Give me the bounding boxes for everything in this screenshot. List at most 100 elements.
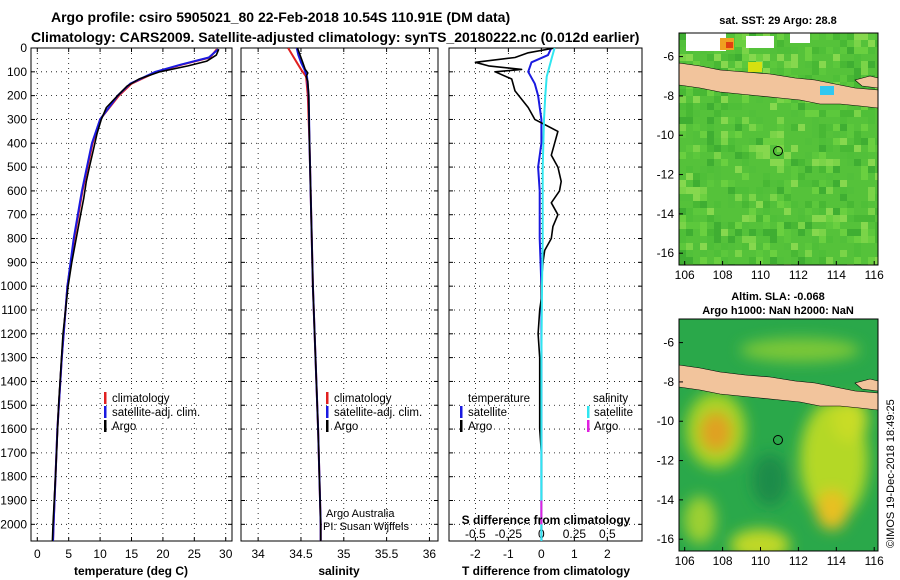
sst-pixel [805, 61, 812, 68]
sst-pixel [875, 166, 878, 173]
legend-title-temperature: temperature [468, 393, 530, 405]
sst-pixel [728, 131, 735, 138]
figure-title-line1: Argo profile: csiro 5905021_80 22-Feb-20… [51, 9, 510, 25]
sst-pixel [777, 117, 784, 124]
sst-pixel [819, 166, 826, 173]
sst-pixel [812, 236, 819, 243]
sst-pixel [707, 236, 714, 243]
sst-pixel [798, 229, 805, 236]
sst-pixel [700, 138, 707, 145]
sst-pixel [777, 124, 784, 131]
sst-pixel [742, 47, 749, 54]
salinity-x-tick-label: 35.5 [375, 547, 399, 561]
sst-pixel [833, 138, 840, 145]
sst-pixel [805, 166, 812, 173]
sst-pixel [693, 243, 700, 250]
legend-label-s-satellite: satellite [594, 407, 633, 419]
depth-tick-label: 1200 [0, 327, 27, 341]
sst-pixel [868, 40, 875, 47]
sst-pixel [728, 54, 735, 61]
sst-pixel [700, 257, 707, 264]
sst-pixel [700, 243, 707, 250]
sst-pixel [812, 131, 819, 138]
sst-pixel [763, 68, 770, 75]
sst-pixel [854, 75, 861, 82]
sst-pixel [826, 145, 833, 152]
sst-pixel [721, 117, 728, 124]
sst-pixel [868, 110, 875, 117]
sst-pixel [861, 166, 868, 173]
sst-pixel [700, 145, 707, 152]
sst-pixel [819, 131, 826, 138]
sst-pixel [833, 222, 840, 229]
sst-pixel [819, 152, 826, 159]
sst-pixel [735, 131, 742, 138]
sst-pixel [875, 173, 878, 180]
depth-tick-label: 1900 [0, 494, 27, 508]
sst-pixel [812, 250, 819, 257]
sst-pixel [840, 138, 847, 145]
sst-pixel [777, 222, 784, 229]
sst-pixel [707, 229, 714, 236]
map-lon-label: 116 [865, 554, 884, 568]
sst-pixel [763, 187, 770, 194]
sst-pixel [735, 222, 742, 229]
sst-pixel [735, 47, 742, 54]
sst-pixel [868, 47, 875, 54]
sst-pixel [707, 89, 714, 96]
sst-pixel [812, 180, 819, 187]
sst-pixel [819, 145, 826, 152]
sst-pixel [700, 250, 707, 257]
map-lon-label: 110 [751, 554, 770, 568]
difference-x2label: S difference from climatology [462, 513, 631, 527]
map-lat-label: -6 [663, 50, 674, 64]
sst-pixel [763, 201, 770, 208]
sst-pixel [756, 215, 763, 222]
difference-xlabel: T difference from climatology [462, 564, 630, 578]
sst-pixel [854, 250, 861, 257]
sst-pixel [693, 145, 700, 152]
sst-pixel [714, 89, 721, 96]
sst-pixel [756, 229, 763, 236]
sst-pixel [763, 222, 770, 229]
map-lon-label: 114 [827, 268, 846, 282]
depth-tick-label: 100 [7, 65, 27, 79]
sst-pixel [679, 215, 686, 222]
depth-tick-label: 200 [7, 89, 27, 103]
depth-tick-label: 800 [7, 232, 27, 246]
sst-pixel [707, 180, 714, 187]
temperature-x-tick-label: 5 [65, 547, 72, 561]
sst-pixel [854, 68, 861, 75]
sst-pixel [763, 61, 770, 68]
sst-pixel [742, 215, 749, 222]
sst-pixel [707, 208, 714, 215]
sst-pixel [861, 47, 868, 54]
depth-tick-label: 1000 [0, 279, 27, 293]
sst-pixel [700, 166, 707, 173]
sst-pixel [826, 110, 833, 117]
map-lat-label: -12 [657, 454, 675, 468]
sst-pixel [700, 103, 707, 110]
sst-pixel [840, 215, 847, 222]
sst-pixel [861, 215, 868, 222]
sst-pixel [784, 47, 791, 54]
salinity-xlabel: salinity [318, 564, 360, 578]
sst-pixel [826, 159, 833, 166]
sst-pixel [728, 103, 735, 110]
salinity-legend: climatology satellite-adj. clim. Argo [326, 392, 422, 433]
legend-label-t-satellite: satellite [468, 407, 507, 419]
legend-label-t-argo: Argo [468, 421, 492, 433]
sst-pixel [777, 145, 784, 152]
sst-pixel [763, 145, 770, 152]
sst-pixel [707, 131, 714, 138]
sst-pixel [728, 187, 735, 194]
sst-pixel [777, 194, 784, 201]
sst-pixel [756, 138, 763, 145]
legend-label-argo: Argo [334, 421, 358, 433]
sst-pixel [868, 208, 875, 215]
sst-pixel [707, 117, 714, 124]
salinity-series-argo [296, 48, 322, 541]
sst-pixel [847, 61, 854, 68]
sst-pixel [714, 173, 721, 180]
sst-pixel [819, 229, 826, 236]
